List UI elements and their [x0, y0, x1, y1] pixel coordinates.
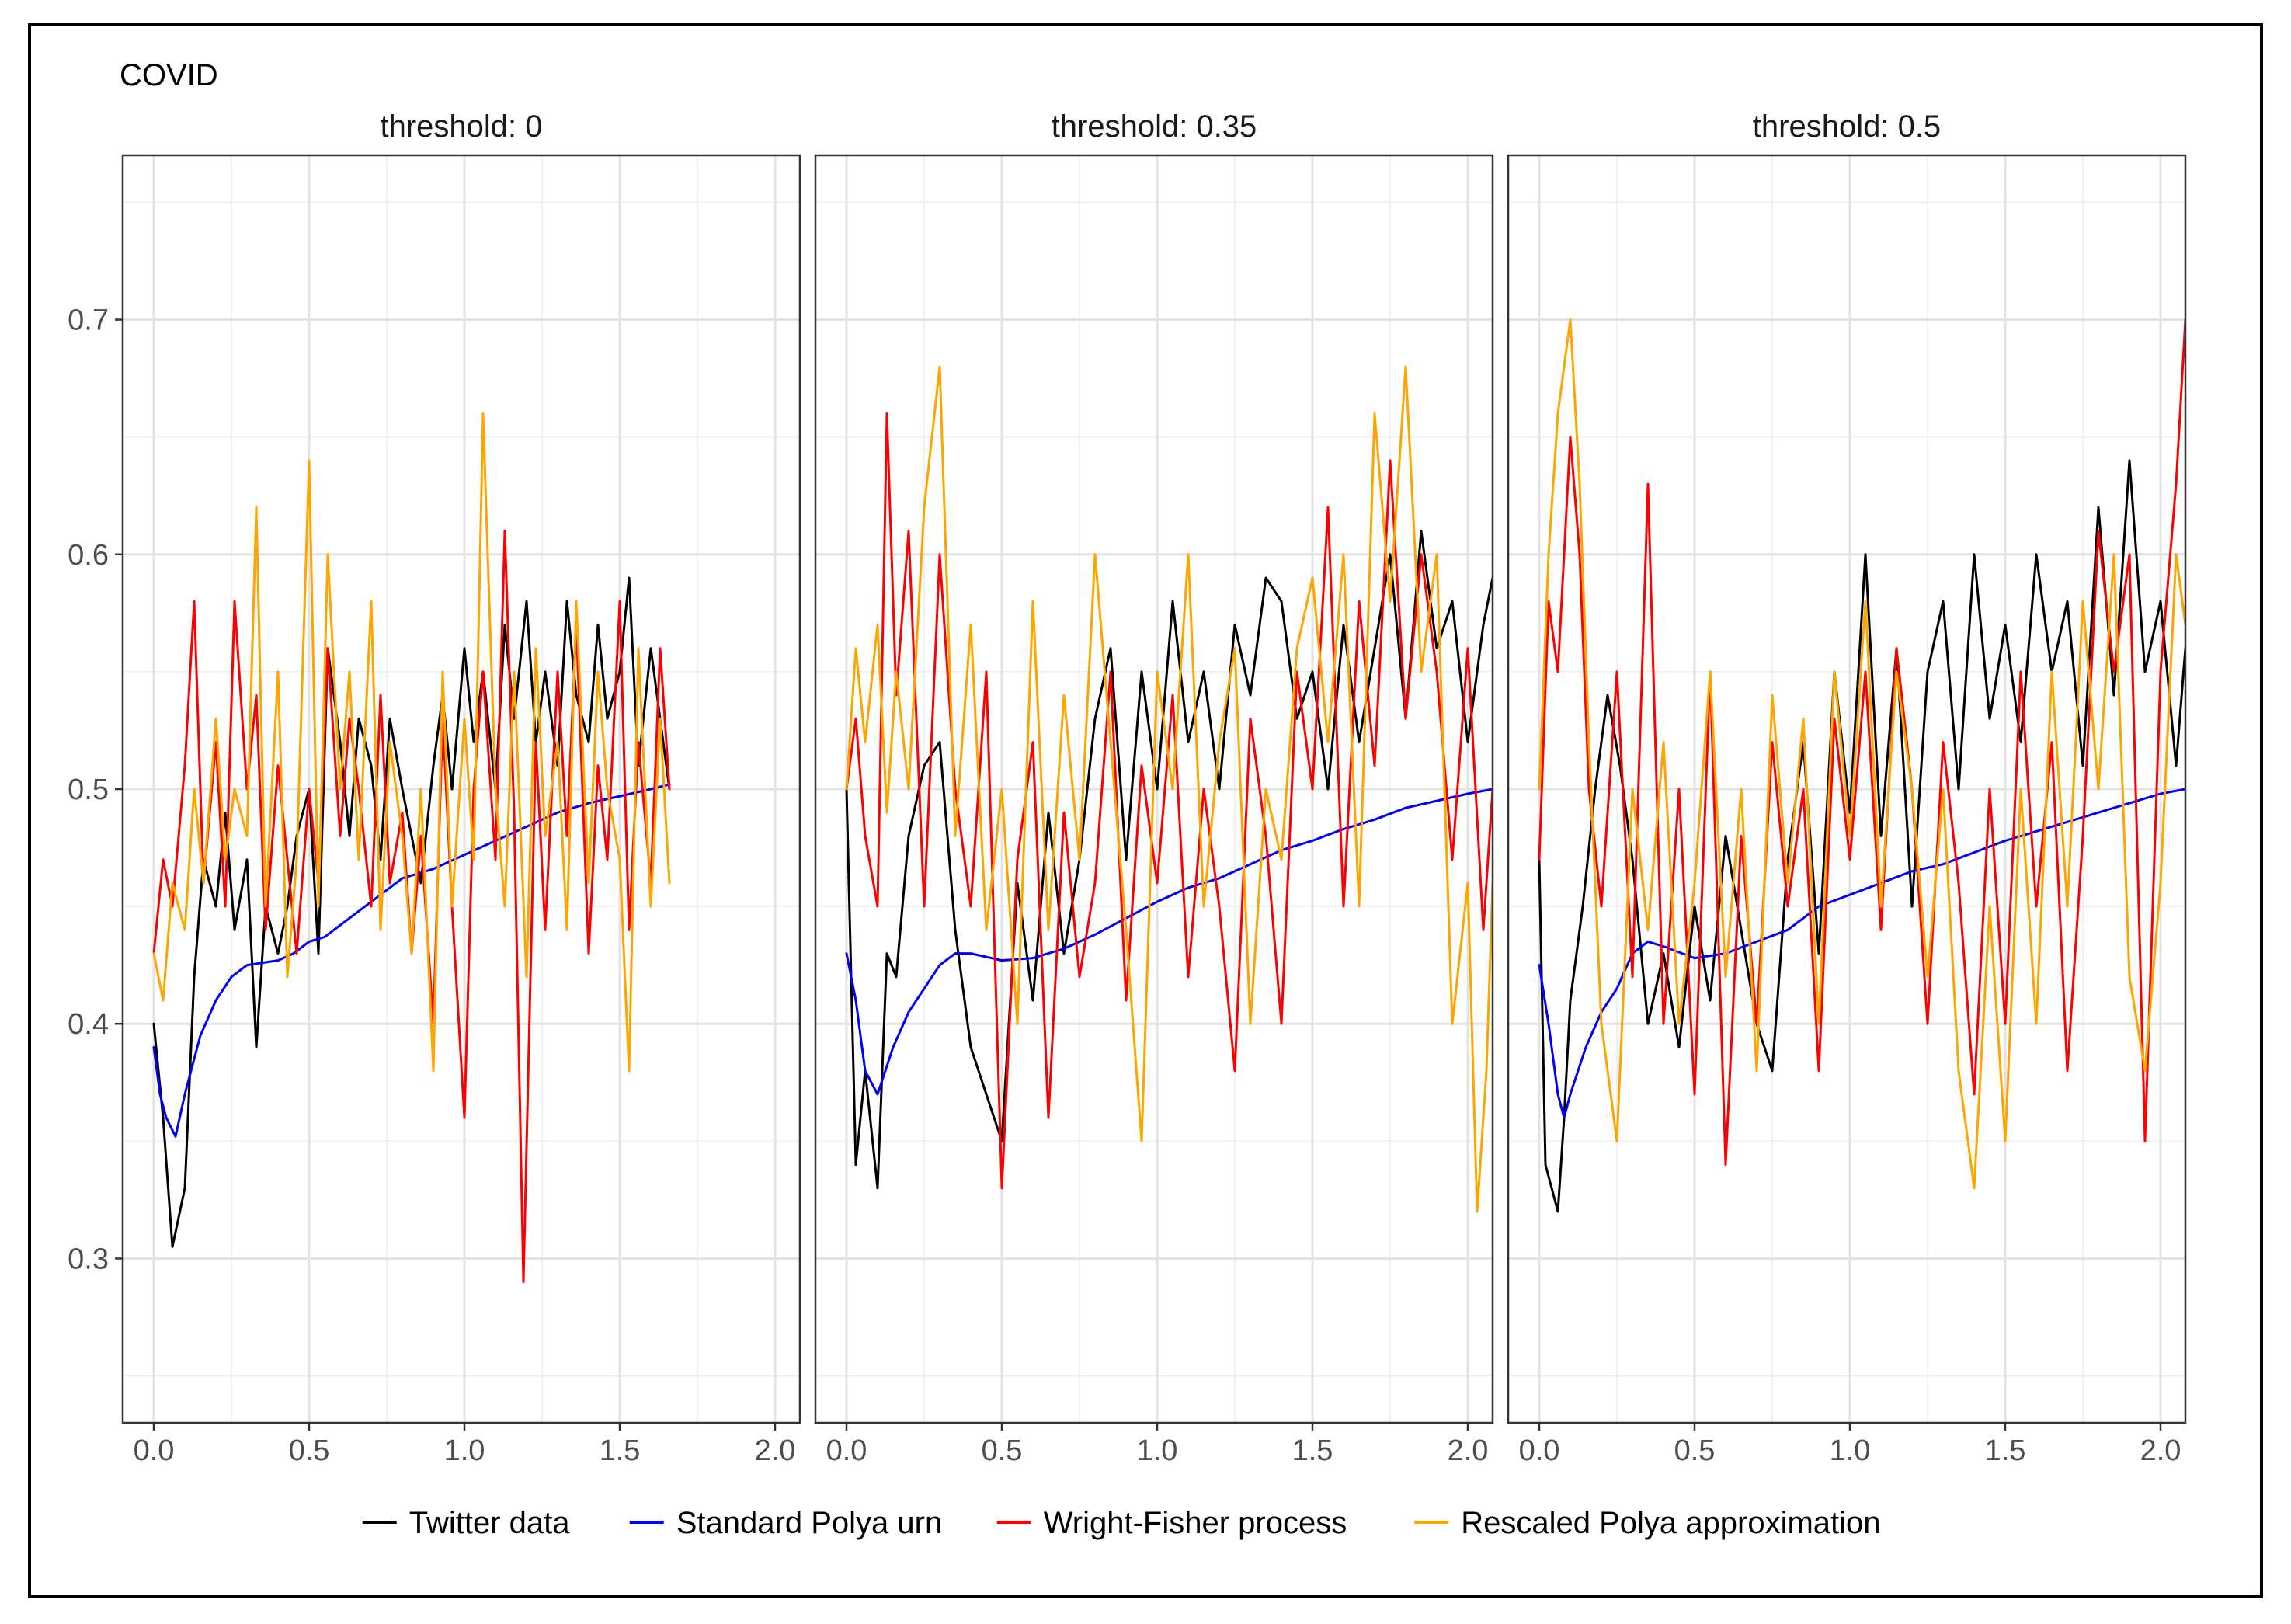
series-group — [845, 365, 1493, 1213]
legend: Twitter data Standard Polya urn Wright-Fis… — [362, 1506, 1881, 1540]
y-tick-label: 0.5 — [68, 774, 109, 806]
series-line-standard-polya-urn — [152, 783, 671, 1138]
x-tick-label: 0.5 — [982, 1434, 1023, 1467]
series-line-twitter-data — [152, 576, 671, 1248]
panel-strip-label: threshold: 0.5 — [1753, 110, 1941, 144]
series-line-wright-fisher-process — [1538, 318, 2185, 1167]
legend-label: Twitter data — [409, 1506, 571, 1540]
series-line-standard-polya-urn — [845, 788, 1493, 1096]
x-tick-label: 0.0 — [1519, 1434, 1560, 1467]
panel-strip-label: threshold: 0 — [380, 110, 542, 144]
x-tick-label: 1.5 — [600, 1434, 641, 1467]
legend-label: Standard Polya urn — [676, 1506, 942, 1540]
panel-0: threshold: 0 0.0 0.5 1.0 1.5 2.0 — [121, 110, 801, 1467]
series-group — [152, 412, 671, 1284]
x-tick-label: 2.0 — [755, 1434, 796, 1467]
panel-border — [1507, 154, 2187, 1424]
x-tick-label: 0.5 — [1674, 1434, 1716, 1467]
panel-strip-label: threshold: 0.35 — [1052, 110, 1257, 144]
series-line-rescaled-polya-approximation — [1538, 318, 2185, 1190]
chart-title: COVID — [120, 58, 218, 92]
legend-label: Rescaled Polya approximation — [1461, 1506, 1880, 1540]
y-tick-label: 0.6 — [68, 539, 109, 572]
x-tick-label: 1.5 — [1292, 1434, 1333, 1467]
panel-1: threshold: 0.35 0.0 0.5 1.0 1.5 2.0 — [814, 110, 1494, 1467]
x-tick-label: 0.0 — [826, 1434, 867, 1467]
series-line-wright-fisher-process — [845, 412, 1493, 1190]
legend-label: Wright-Fisher process — [1044, 1506, 1347, 1540]
x-tick-label: 0.0 — [134, 1434, 175, 1467]
x-tick-label: 1.0 — [1830, 1434, 1871, 1467]
y-tick-label: 0.7 — [68, 304, 109, 337]
panel-border — [814, 154, 1494, 1424]
series-line-standard-polya-urn — [1538, 788, 2185, 1119]
panel-2: threshold: 0.5 0.0 0.5 1.0 1.5 2.0 — [1507, 110, 2187, 1467]
x-tick-label: 0.5 — [289, 1434, 330, 1467]
y-tick-label: 0.4 — [68, 1008, 109, 1041]
series-line-rescaled-polya-approximation — [845, 365, 1493, 1213]
series-line-rescaled-polya-approximation — [152, 412, 671, 1073]
series-group — [1538, 318, 2185, 1213]
x-tick-label: 1.0 — [1137, 1434, 1178, 1467]
series-line-twitter-data — [845, 530, 1493, 1190]
y-axis: 0.3 0.4 0.5 0.6 0.7 — [68, 304, 123, 1275]
x-tick-label: 1.5 — [1985, 1434, 2026, 1467]
y-tick-label: 0.3 — [68, 1243, 109, 1275]
figure-frame: COVID threshold: 0 0.0 0.5 1.0 1.5 2.0 thresho… — [28, 23, 2263, 1598]
x-tick-label: 2.0 — [2140, 1434, 2181, 1467]
x-tick-label: 1.0 — [444, 1434, 485, 1467]
x-tick-label: 2.0 — [1448, 1434, 1489, 1467]
chart-figure: COVID threshold: 00.0 0.5 1.0 1.5 2.0thresho… — [68, 58, 2187, 1540]
